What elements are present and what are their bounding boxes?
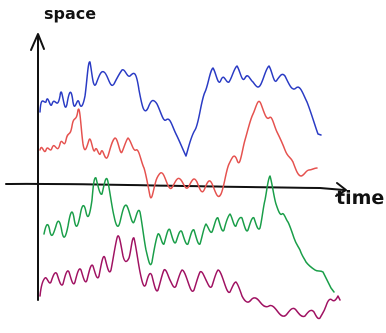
space-axis-label: space: [44, 4, 96, 23]
time-axis: [5, 182, 345, 191]
purple-trace: [39, 235, 341, 320]
green-trace: [43, 175, 335, 293]
time-axis-arrowhead: [335, 182, 347, 197]
time-axis-label: time: [336, 187, 384, 209]
red-trace: [39, 100, 318, 199]
space-axis-arrowhead: [30, 33, 45, 51]
blue-trace: [39, 61, 322, 157]
